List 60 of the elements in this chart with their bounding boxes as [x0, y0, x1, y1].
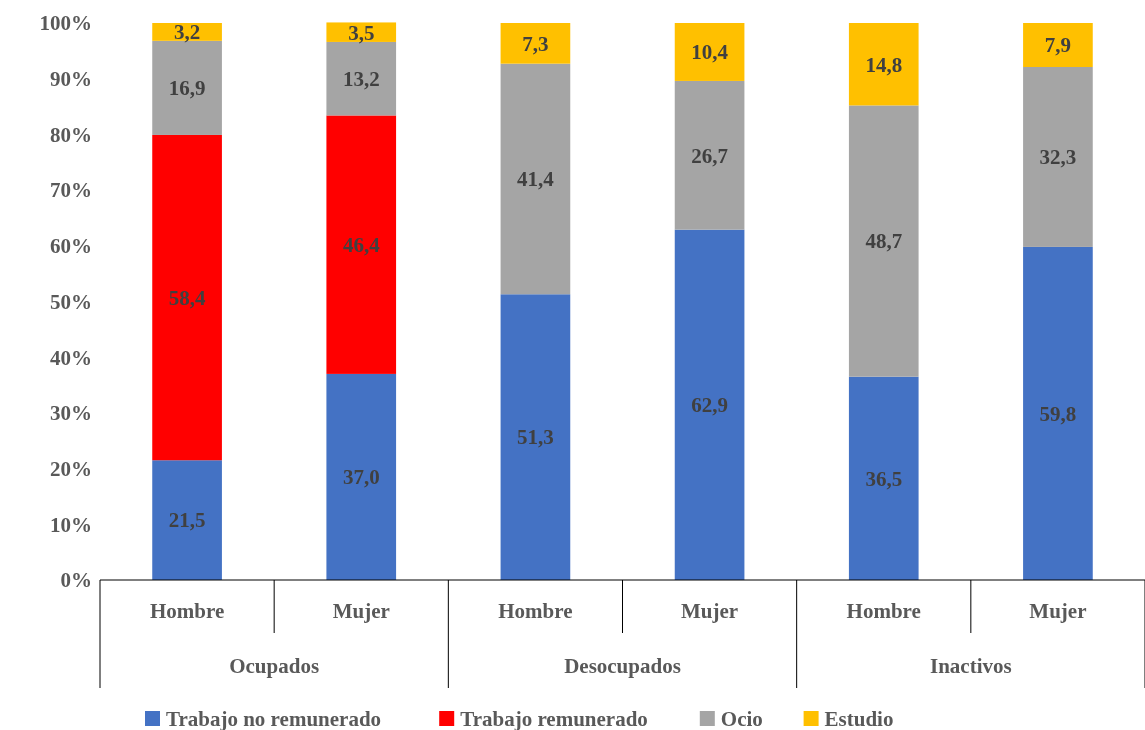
bar [1023, 23, 1093, 67]
legend-label: Ocio [720, 707, 763, 730]
x-tick-label: Mujer [1029, 599, 1087, 623]
y-tick-label: 40% [50, 345, 92, 370]
data-label: 3,5 [348, 20, 375, 45]
y-tick-label: 30% [50, 401, 92, 426]
data-label: 10,4 [691, 40, 729, 65]
bar [326, 373, 397, 580]
bar [848, 376, 919, 580]
data-label: 3,2 [173, 20, 201, 45]
bar [1023, 67, 1093, 247]
data-label: 7,3 [522, 31, 549, 56]
data-label: 32,3 [1039, 145, 1077, 170]
bar [500, 63, 571, 295]
x-tick-label: Hombre [498, 599, 573, 623]
legend-label: Trabajo no remunerado [166, 707, 382, 730]
y-tick-label: 50% [50, 289, 92, 314]
data-label: 58,4 [168, 285, 206, 310]
data-label: 37,0 [342, 465, 380, 490]
text: Inactivos [929, 654, 1012, 678]
legend-label: Trabajo remunerado [460, 707, 648, 730]
bar [674, 23, 745, 81]
bar [152, 134, 222, 461]
data-label: 14,8 [865, 52, 903, 77]
data-label: 7,9 [1044, 33, 1072, 58]
y-tick-label: 90% [50, 67, 92, 92]
bar [674, 80, 745, 230]
y-tick-label: 60% [50, 234, 92, 259]
bar [848, 23, 919, 106]
x-tick-label: Hombre [149, 599, 225, 623]
data-label: 41,4 [517, 167, 555, 192]
y-tick-label: 10% [50, 512, 92, 537]
data-label: 36,5 [865, 466, 903, 491]
data-label: 48,7 [865, 229, 903, 254]
legend-label: Estudio [824, 707, 894, 730]
x-tick-label: Mujer [681, 599, 739, 623]
data-label: 51,3 [517, 425, 554, 450]
y-tick-label: 70% [50, 178, 92, 203]
bar [1023, 246, 1093, 580]
y-tick-label: 0% [60, 568, 92, 593]
data-label: 59,8 [1039, 401, 1077, 426]
text: Ocupados [229, 654, 320, 678]
text: Desocupados [564, 654, 681, 678]
data-label: 21,5 [168, 508, 206, 533]
y-tick-label: 20% [50, 456, 92, 481]
data-label: 46,4 [342, 233, 381, 258]
x-tick-label: Hombre [846, 599, 921, 623]
x-tick-label: Mujer [332, 599, 390, 623]
data-label: 16,9 [168, 76, 206, 101]
data-label: 26,7 [691, 143, 728, 168]
bar [326, 115, 397, 374]
bar [674, 229, 745, 580]
y-tick-label: 100% [39, 11, 92, 36]
y-tick-label: 80% [50, 122, 92, 147]
bar [500, 23, 571, 64]
data-label: 62,9 [691, 393, 728, 418]
data-label: 13,2 [342, 67, 380, 92]
bar [500, 294, 571, 580]
bar [152, 460, 222, 580]
bar [848, 105, 919, 377]
